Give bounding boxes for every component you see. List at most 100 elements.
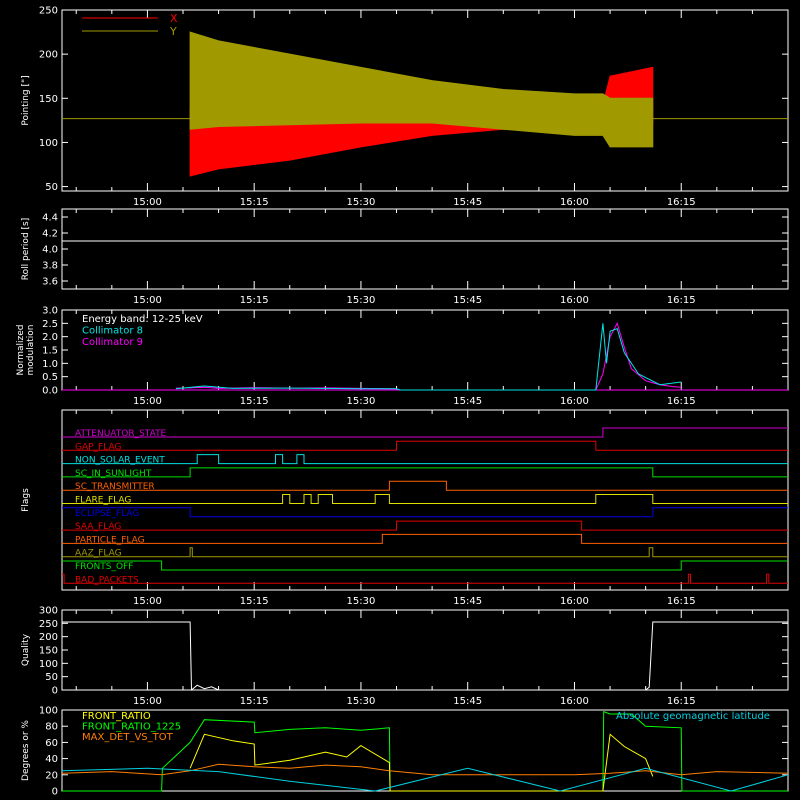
flag-label-sc-in-sunlight: SC_IN_SUNLIGHT <box>75 469 152 479</box>
x-tick-label: 16:00 <box>560 197 589 208</box>
x-tick-label: 15:45 <box>453 197 482 208</box>
pointing-ylabel: Pointing ["] <box>21 75 31 125</box>
y-tick-label: 250 <box>39 6 58 17</box>
ratios-panel: 0 20 40 60 80 100 Degrees or % FRONT_RATIOFRONT… <box>21 706 789 798</box>
modulation-legend-2: Collimator 9 <box>82 337 143 348</box>
y-tick-label: 40 <box>45 754 58 765</box>
flag-trace-aaz-flag <box>62 547 788 558</box>
y-tick-label: 60 <box>45 738 58 749</box>
y-tick-label: 4.0 <box>42 245 58 256</box>
flag-label-eclipse-flag: ECLIPSE_FLAG <box>75 509 139 519</box>
modulation-panel: 15:00 15:15 15:30 15:45 16:00 16:15 0.0 0.5 1.0 1… <box>16 306 789 407</box>
flag-label-aaz-flag: AAZ_FLAG <box>75 549 122 559</box>
x-tick-label: 16:00 <box>560 295 589 306</box>
y-tick-label: 20 <box>45 770 58 781</box>
flag-trace-saa-flag <box>62 520 788 531</box>
y-tick-label: 3.0 <box>42 306 58 317</box>
x-tick-label: 16:15 <box>667 295 696 306</box>
y-tick-label: 2.5 <box>42 319 58 330</box>
pointing-y-band <box>189 31 654 148</box>
y-tick-label: 100 <box>39 706 58 717</box>
y-tick-label: 0 <box>52 686 58 697</box>
flag-trace-attenuator-state <box>62 427 788 438</box>
y-tick-label: 4.4 <box>42 213 58 224</box>
flags-ylabel: Flags <box>21 488 31 512</box>
x-tick-label: 15:30 <box>347 197 376 208</box>
ratios-series-front-ratio <box>189 733 654 792</box>
flag-label-non-solar-event: NON_SOLAR_EVENT <box>75 456 165 466</box>
ratios-ylabel: Degrees or % <box>21 720 31 781</box>
flag-label-flare-flag: FLARE_FLAG <box>75 496 131 506</box>
x-tick-label: 16:00 <box>560 696 589 707</box>
roll-ylabel: Roll period [s] <box>21 218 31 280</box>
x-tick-label: 15:15 <box>240 596 269 607</box>
flag-label-particle-flag: PARTICLE_FLAG <box>75 535 145 545</box>
flag-label-bad-packets: BAD_PACKETS <box>75 575 139 585</box>
x-tick-label: 15:30 <box>347 295 376 306</box>
ratios-annotation: Absolute geomagnetic latitude <box>616 711 770 722</box>
quality-ylabel: Quality <box>21 633 31 666</box>
x-tick-label: 15:00 <box>133 197 162 208</box>
ratios-series-absolute-geomagnetic-latitude <box>61 767 789 792</box>
flag-trace-bad-packets <box>62 573 788 584</box>
flag-trace-flare-flag <box>62 494 788 504</box>
x-tick-label: 15:45 <box>453 696 482 707</box>
flags-frame <box>61 409 789 591</box>
x-tick-label: 15:30 <box>347 696 376 707</box>
y-tick-label: 100 <box>39 138 58 149</box>
y-tick-label: 0.5 <box>42 372 58 383</box>
x-tick-label: 15:30 <box>347 596 376 607</box>
legend-label-x: X <box>170 12 178 25</box>
y-tick-label: 200 <box>39 632 58 643</box>
flag-trace-sc-transmitter <box>62 480 788 491</box>
x-tick-label: 15:30 <box>347 396 376 407</box>
flag-trace-particle-flag <box>62 533 788 544</box>
flag-label-attenuator-state: ATTENUATOR_STATE <box>75 429 167 439</box>
y-tick-label: 1.5 <box>42 346 58 357</box>
x-tick-label: 15:45 <box>453 396 482 407</box>
y-tick-label: 300 <box>39 606 58 617</box>
x-tick-label: 16:15 <box>667 696 696 707</box>
x-tick-label: 15:00 <box>133 596 162 607</box>
modulation-ylabel: modulation <box>26 325 36 376</box>
modulation-series-collimator-8 <box>175 323 682 391</box>
modulation-legend-1: Collimator 8 <box>82 326 143 337</box>
ratios-legend-1: FRONT_RATIO_1225 <box>82 722 181 733</box>
y-tick-label: 150 <box>39 646 58 657</box>
y-tick-label: 150 <box>39 94 58 105</box>
y-tick-label: 1.0 <box>42 359 58 370</box>
y-tick-label: 4.2 <box>42 229 58 240</box>
y-tick-label: 250 <box>39 619 58 630</box>
flag-label-saa-flag: SAA_FLAG <box>75 522 121 532</box>
x-tick-label: 15:15 <box>240 197 269 208</box>
modulation-ylabel: Normalized <box>16 324 26 375</box>
y-tick-label: 50 <box>45 182 58 193</box>
x-tick-label: 16:15 <box>667 197 696 208</box>
y-tick-label: 200 <box>39 50 58 61</box>
x-tick-label: 15:00 <box>133 295 162 306</box>
ratios-legend-0: FRONT_RATIO <box>82 711 151 722</box>
flag-trace-sc-in-sunlight <box>62 467 788 478</box>
x-tick-label: 15:45 <box>453 596 482 607</box>
y-tick-label: 0 <box>52 787 58 798</box>
ratios-legend-2: MAX_DET_VS_TOT <box>82 732 174 743</box>
pointing-panel: 15:00 15:15 15:30 15:45 16:00 16:15 50 100 150 20… <box>21 6 789 208</box>
y-tick-label: 3.8 <box>42 261 58 272</box>
ratios-series-max-det-vs-tot <box>61 763 789 776</box>
flag-label-fronts-off: FRONTS_OFF <box>75 562 133 572</box>
y-tick-label: 2.0 <box>42 332 58 343</box>
quality-panel: 15:00 15:15 15:30 15:45 16:00 16:15 0 50 100 150 2… <box>21 606 789 707</box>
flag-trace-non-solar-event <box>62 454 788 465</box>
x-tick-label: 15:15 <box>240 396 269 407</box>
y-tick-label: 3.6 <box>42 277 58 288</box>
flag-label-gap-flag: GAP_FLAG <box>75 442 121 452</box>
pointing-frame <box>61 9 789 192</box>
x-tick-label: 15:15 <box>240 696 269 707</box>
quality-trace <box>62 621 788 692</box>
flag-trace-fronts-off <box>62 560 788 571</box>
flag-trace-eclipse-flag <box>62 507 788 518</box>
flags-panel: 15:00 15:15 15:30 15:45 16:00 16:15 Flags ATTEN… <box>21 409 789 607</box>
x-tick-label: 15:15 <box>240 295 269 306</box>
x-tick-label: 15:00 <box>133 696 162 707</box>
